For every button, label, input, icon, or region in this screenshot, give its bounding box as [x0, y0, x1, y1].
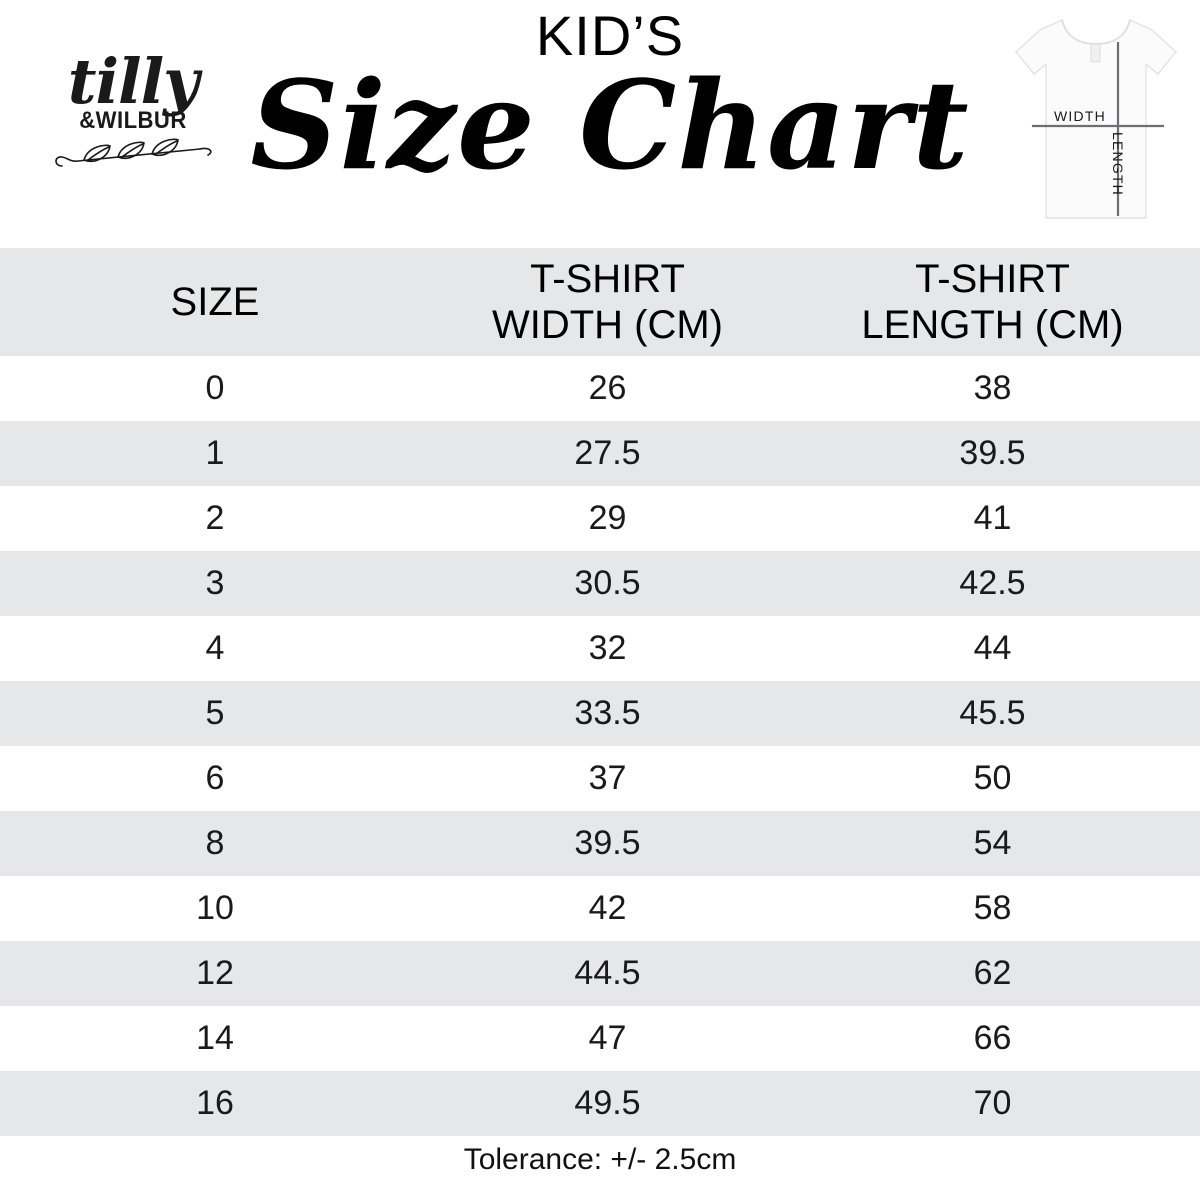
- cell-length: 70: [785, 1071, 1200, 1136]
- title-block: KID’S Size Chart: [230, 4, 990, 197]
- brand-script-name: tilly: [67, 45, 199, 118]
- cell-length: 45.5: [785, 681, 1200, 746]
- table-row: 4 32 44: [0, 616, 1200, 681]
- table-header: SIZE T-SHIRT WIDTH (CM) T-SHIRT LENGTH (…: [0, 248, 1200, 356]
- page-title: Size Chart: [250, 53, 970, 197]
- cell-width: 33.5: [430, 681, 785, 746]
- length-label: LENGTH: [1110, 132, 1126, 196]
- cell-width: 42: [430, 876, 785, 941]
- cell-length: 44: [785, 616, 1200, 681]
- cell-length: 58: [785, 876, 1200, 941]
- table-row: 12 44.5 62: [0, 941, 1200, 1006]
- cell-size: 14: [0, 1006, 430, 1071]
- column-header-size: SIZE: [0, 248, 430, 356]
- column-header-width: T-SHIRT WIDTH (CM): [430, 248, 785, 356]
- table-row: 10 42 58: [0, 876, 1200, 941]
- cell-size: 1: [0, 421, 430, 486]
- tolerance-note: Tolerance: +/- 2.5cm: [463, 1143, 737, 1176]
- table-row: 5 33.5 45.5: [0, 681, 1200, 746]
- cell-width: 26: [430, 356, 785, 421]
- table-row: 14 47 66: [0, 1006, 1200, 1071]
- table-row: 6 37 50: [0, 746, 1200, 811]
- cell-size: 10: [0, 876, 430, 941]
- table-header-row: SIZE T-SHIRT WIDTH (CM) T-SHIRT LENGTH (…: [0, 248, 1200, 356]
- cell-size: 16: [0, 1071, 430, 1136]
- cell-length: 39.5: [785, 421, 1200, 486]
- chart-footer: Tolerance: +/- 2.5cm: [0, 1136, 1200, 1184]
- cell-width: 37: [430, 746, 785, 811]
- cell-size: 0: [0, 356, 430, 421]
- cell-width: 49.5: [430, 1071, 785, 1136]
- cell-size: 3: [0, 551, 430, 616]
- page-eyebrow-title: KID’S: [535, 4, 685, 67]
- cell-size: 4: [0, 616, 430, 681]
- cell-length: 62: [785, 941, 1200, 1006]
- tshirt-neck-tag: [1090, 43, 1101, 63]
- table-row: 8 39.5 54: [0, 811, 1200, 876]
- table-row: 0 26 38: [0, 356, 1200, 421]
- brand-logo: tilly &WILBUR: [48, 45, 218, 202]
- cell-width: 44.5: [430, 941, 785, 1006]
- table-row: 3 30.5 42.5: [0, 551, 1200, 616]
- table-row: 16 49.5 70: [0, 1071, 1200, 1136]
- cell-size: 12: [0, 941, 430, 1006]
- table-row: 2 29 41: [0, 486, 1200, 551]
- cell-length: 66: [785, 1006, 1200, 1071]
- cell-length: 41: [785, 486, 1200, 551]
- chart-header: tilly &WILBUR KID’S Size Chart: [0, 0, 1200, 248]
- cell-length: 50: [785, 746, 1200, 811]
- cell-width: 27.5: [430, 421, 785, 486]
- table-body: 0 26 38 1 27.5 39.5 2 29 41 3 30.5 42.5 4 32 44 5 33.5 45…: [0, 356, 1200, 1136]
- column-header-length: T-SHIRT LENGTH (CM): [785, 248, 1200, 356]
- cell-length: 42.5: [785, 551, 1200, 616]
- cell-size: 5: [0, 681, 430, 746]
- cell-size: 8: [0, 811, 430, 876]
- table-row: 1 27.5 39.5: [0, 421, 1200, 486]
- cell-length: 54: [785, 811, 1200, 876]
- leaf-branch-icon: [48, 136, 218, 176]
- cell-width: 32: [430, 616, 785, 681]
- size-chart-table: SIZE T-SHIRT WIDTH (CM) T-SHIRT LENGTH (…: [0, 248, 1200, 1136]
- cell-length: 38: [785, 356, 1200, 421]
- width-label: WIDTH: [1054, 108, 1106, 124]
- cell-size: 2: [0, 486, 430, 551]
- cell-width: 39.5: [430, 811, 785, 876]
- cell-width: 47: [430, 1006, 785, 1071]
- cell-width: 29: [430, 486, 785, 551]
- cell-width: 30.5: [430, 551, 785, 616]
- brand-sub-name: &WILBUR: [79, 107, 187, 134]
- cell-size: 6: [0, 746, 430, 811]
- tshirt-diagram: WIDTH LENGTH: [1006, 4, 1186, 228]
